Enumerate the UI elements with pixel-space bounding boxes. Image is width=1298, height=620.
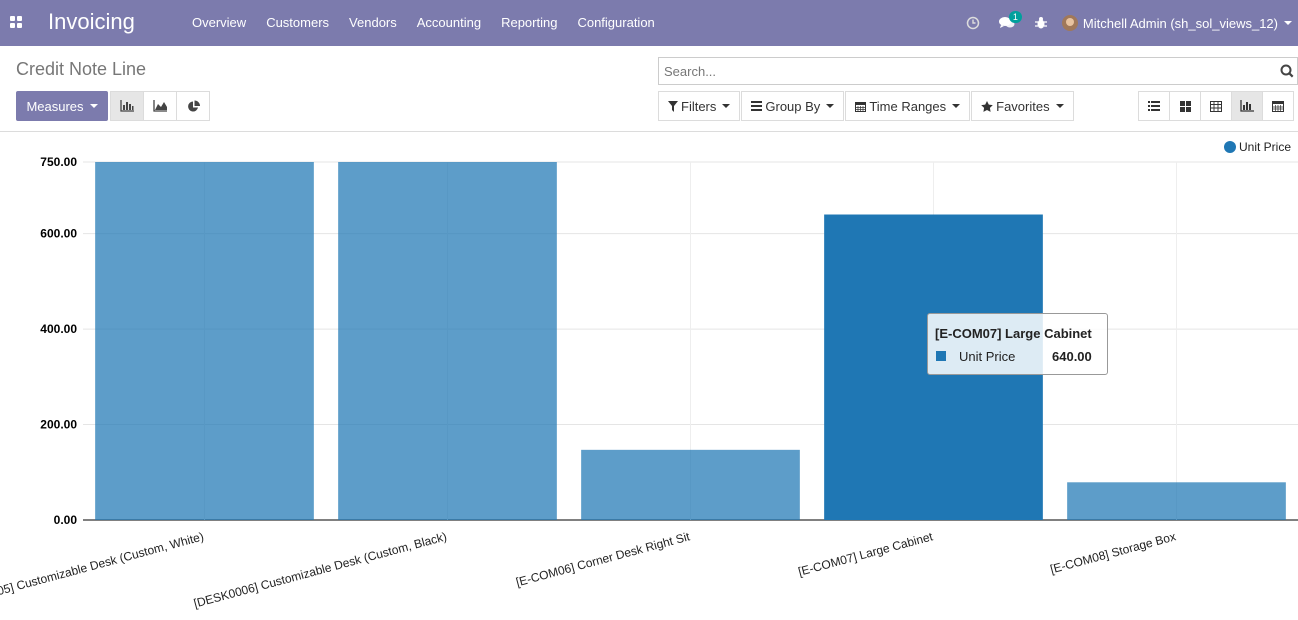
star-icon [981,100,993,112]
caret-down-icon [826,104,835,108]
menu-vendors[interactable]: Vendors [349,15,397,30]
legend-swatch [1223,141,1236,153]
debug-bug-icon[interactable] [1024,0,1058,46]
menu-accounting[interactable]: Accounting [416,15,482,30]
control-panel: Credit Note Line Measures Filters Group … [0,46,1298,132]
activity-clock-icon[interactable] [956,0,990,46]
graph-chart: 0.00 200.00 400.00 600.00 750.00 [DESK0005] C… [0,132,1298,620]
caret-down-icon [722,104,731,108]
kanban-view-button[interactable] [1169,91,1201,121]
pivot-view-button[interactable] [1200,91,1232,121]
chevron-down-icon [1284,21,1292,25]
bar-chart-icon [1240,100,1254,112]
measures-label: Measures [26,98,84,114]
search-options: Filters Group By Time Ranges Favorites [658,91,1075,121]
tooltip-value: 640.00 [1052,349,1092,364]
calendar-view-button[interactable] [1262,91,1294,121]
bar [95,162,314,520]
graph-type-switcher [110,91,210,121]
search-input[interactable] [659,58,1259,84]
graph-view-button[interactable] [1231,91,1263,121]
time-ranges-label: Time Ranges [869,98,947,114]
user-name: Mitchell Admin (sh_sol_views_12) [1082,15,1278,31]
x-tick-label: [DESK0005] Customizable Desk (Custom, Wh… [0,529,205,611]
breadcrumb: Credit Note Line [16,59,147,79]
y-tick-label: 600.00 [40,227,77,241]
bar [338,162,557,520]
calendar-icon [1272,101,1284,112]
pie-chart-button[interactable] [176,91,210,121]
y-tick-label: 0.00 [54,513,78,527]
group-by-button[interactable]: Group By [741,91,845,121]
x-tick-label: [E-COM06] Corner Desk Right Sit [514,529,692,589]
bar-chart-icon [120,100,134,112]
top-navbar: Invoicing Overview Customers Vendors Acc… [0,0,1298,46]
table-icon [1210,100,1222,112]
bar [581,449,800,520]
menu-reporting[interactable]: Reporting [501,15,558,30]
user-menu[interactable]: Mitchell Admin (sh_sol_views_12) [1058,15,1298,31]
bars-icon [751,101,763,111]
avatar [1061,15,1078,31]
y-tick-label: 200.00 [40,418,77,432]
favorites-label: Favorites [996,98,1050,114]
x-tick-label: [E-COM08] Storage Box [1049,529,1178,576]
search-box [658,57,1298,85]
menu-configuration[interactable]: Configuration [577,15,655,30]
chart-tooltip: [E-COM07] Large Cabinet Unit Price 640.0… [927,313,1108,375]
tooltip-title: [E-COM07] Large Cabinet [935,326,1092,341]
x-tick-label: [E-COM07] Large Cabinet [797,529,935,579]
list-view-button[interactable] [1138,91,1170,121]
time-ranges-button[interactable]: Time Ranges [845,91,971,121]
view-switcher [1138,91,1294,121]
filters-button[interactable]: Filters [658,91,741,121]
y-tick-label: 400.00 [40,322,77,336]
menu-overview[interactable]: Overview [192,15,247,30]
caret-down-icon [1055,104,1064,108]
chart-legend[interactable]: Unit Price [1223,140,1291,154]
tooltip-swatch [936,351,946,361]
area-chart-icon [153,100,167,112]
bar-chart-button[interactable] [110,91,144,121]
chat-icon[interactable]: 1 [990,0,1024,46]
caret-down-icon [89,104,98,108]
legend-label: Unit Price [1238,140,1291,154]
filters-label: Filters [681,98,717,114]
tooltip-label: Unit Price [959,349,1016,364]
bar-chart: 0.00 200.00 400.00 600.00 750.00 [DESK0005] C… [0,155,1298,611]
group-by-label: Group By [765,98,821,114]
systray: 1 Mitchell Admin (sh_sol_views_12) [956,0,1298,46]
kanban-icon [1179,100,1191,112]
menu-customers[interactable]: Customers [266,15,330,30]
search-icon[interactable] [1280,64,1294,78]
app-title[interactable]: Invoicing [48,9,135,34]
chat-badge: 1 [1008,11,1022,23]
measures-button[interactable]: Measures [16,91,108,121]
caret-down-icon [952,104,961,108]
calendar-icon [855,101,867,112]
x-tick-label: [DESK0006] Customizable Desk (Custom, Bl… [192,529,448,610]
favorites-button[interactable]: Favorites [971,91,1074,121]
line-chart-button[interactable] [143,91,177,121]
main-menu: Overview Customers Vendors Accounting Re… [182,0,665,46]
bar [1067,482,1286,520]
filter-icon [668,100,678,112]
pie-chart-icon [187,100,200,111]
apps-menu-icon[interactable] [10,16,22,28]
list-icon [1148,101,1160,111]
y-tick-label: 750.00 [40,155,77,169]
